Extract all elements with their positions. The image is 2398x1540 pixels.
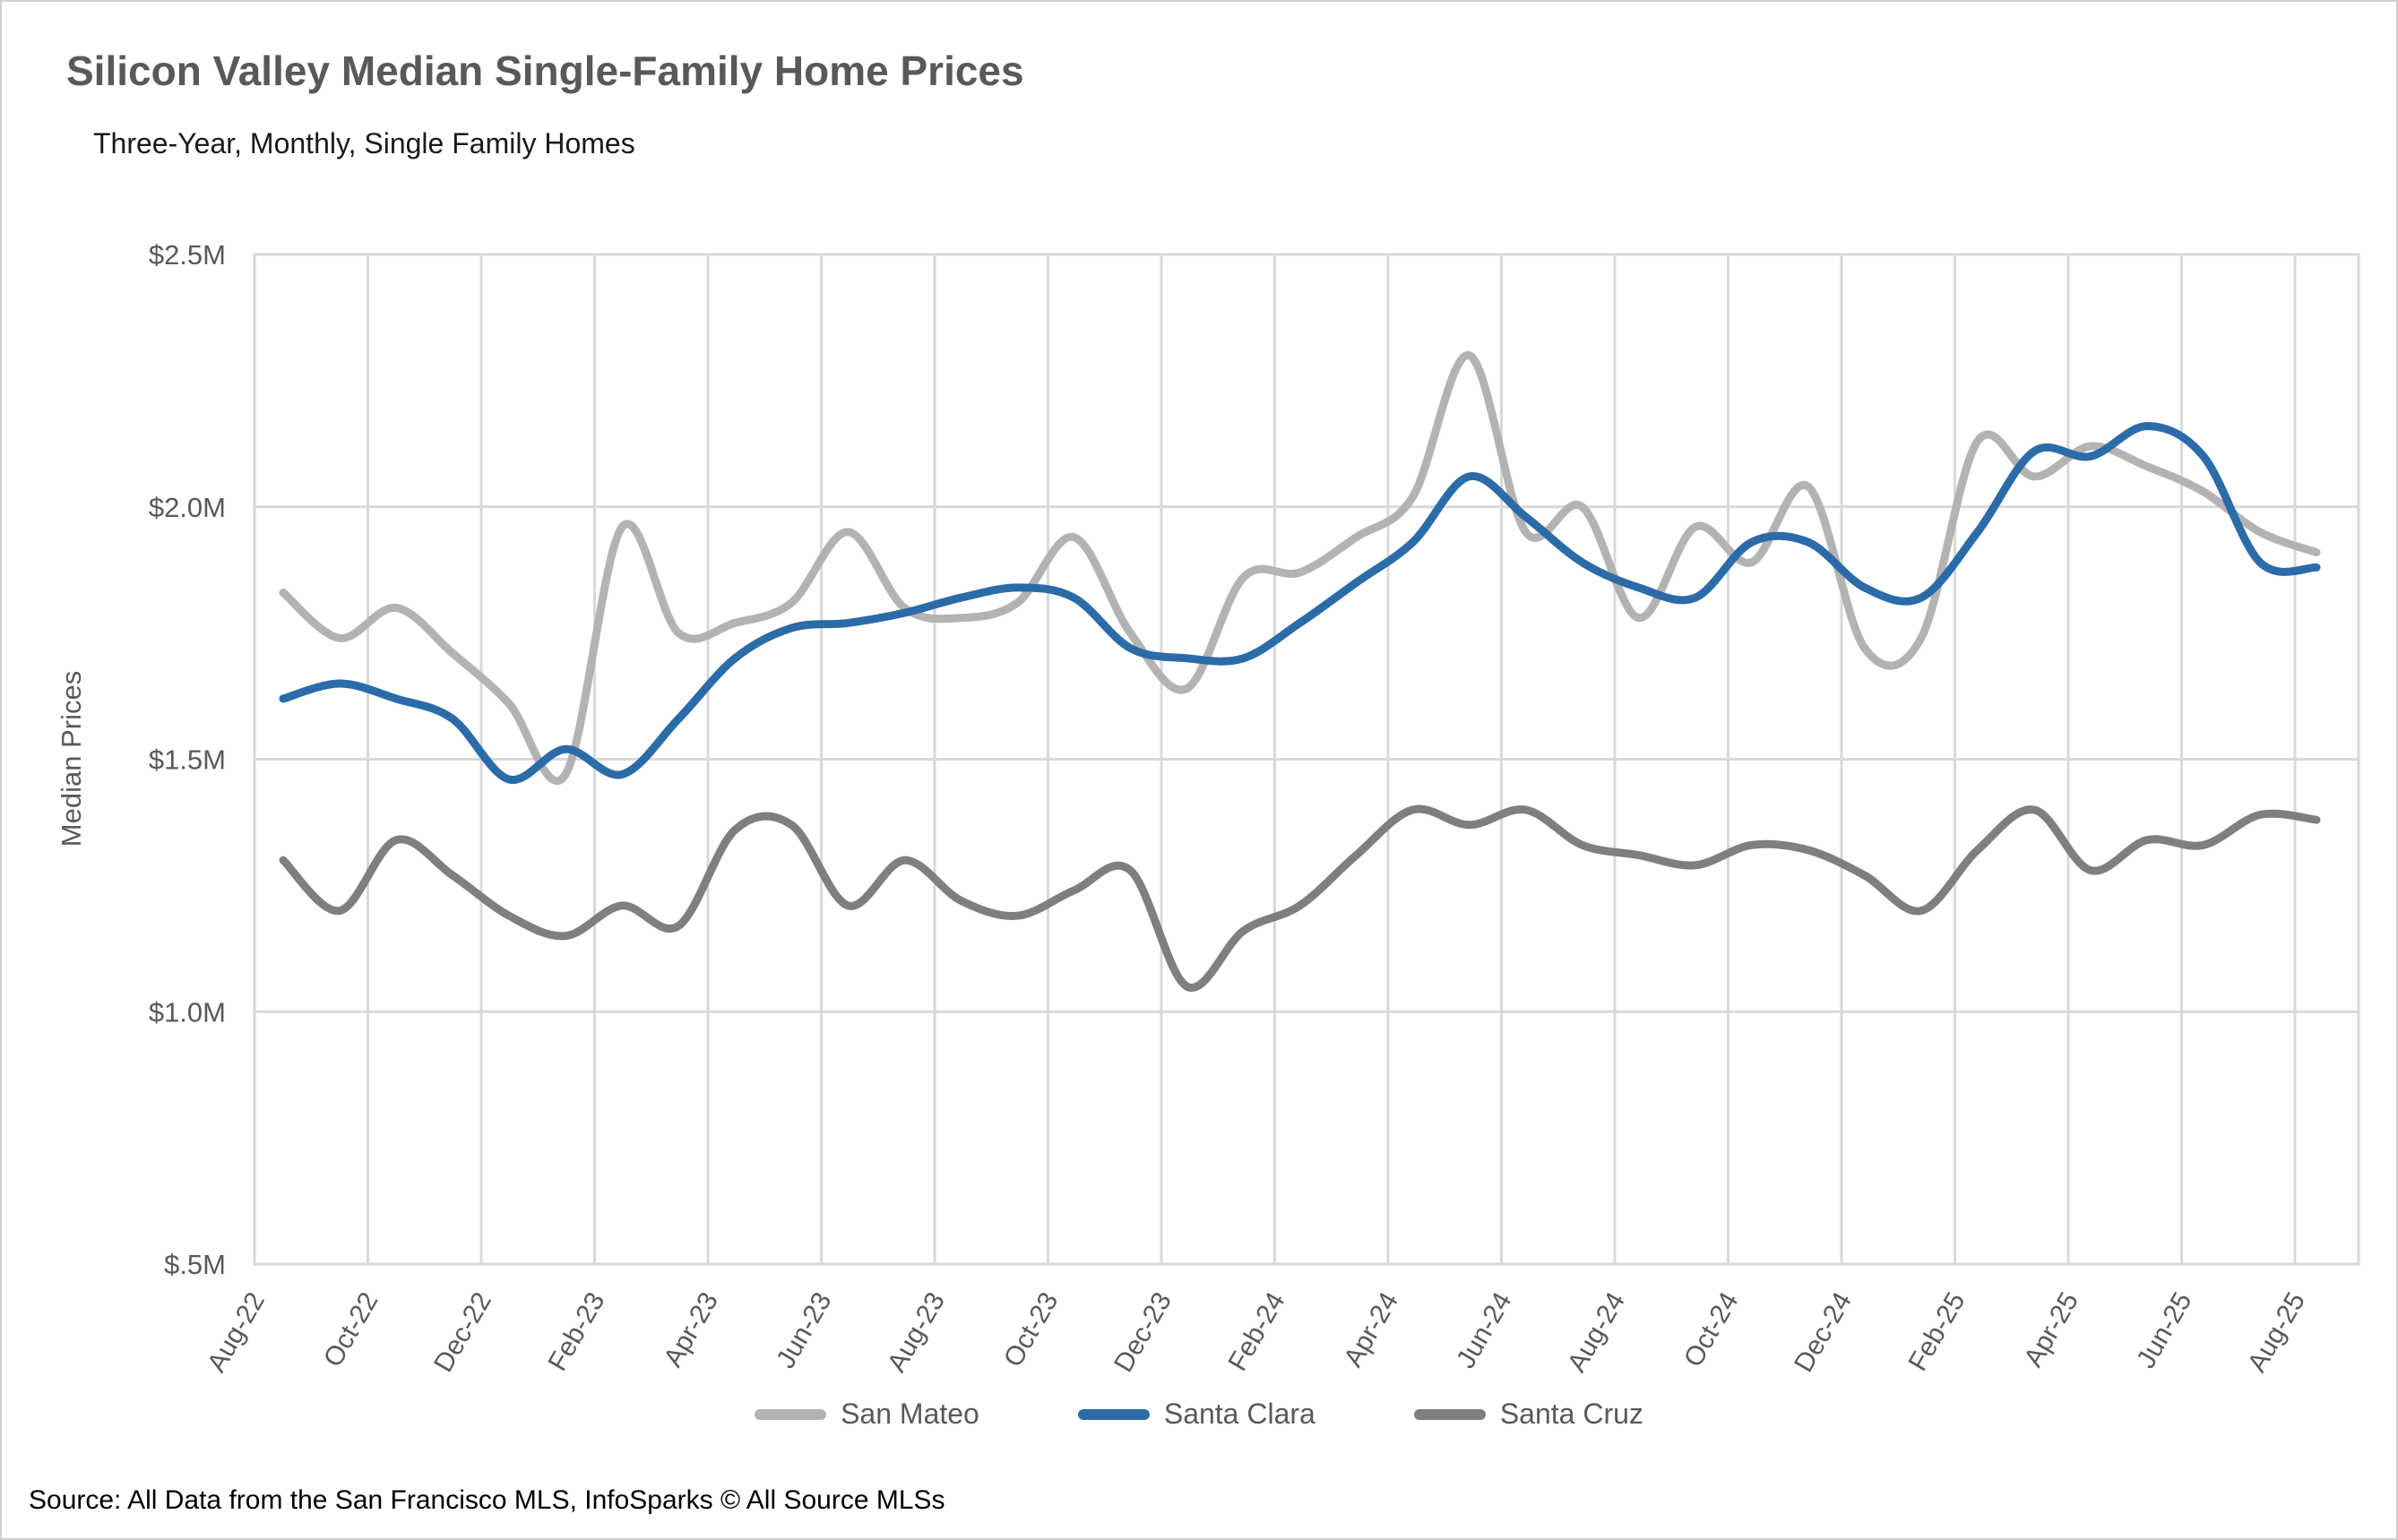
legend-label: San Mateo [841, 1398, 979, 1430]
x-tick-label: Apr-24 [1338, 1287, 1404, 1372]
page-title: Silicon Valley Median Single-Family Home… [66, 47, 1024, 94]
x-tick-label: Feb-24 [1222, 1287, 1290, 1376]
series-line-san-mateo [279, 351, 2321, 786]
series-line-santa-clara [279, 422, 2321, 784]
x-tick-label: Aug-22 [202, 1287, 271, 1377]
legend-swatch-icon [1077, 1408, 1150, 1420]
x-tick-label: Oct-23 [998, 1287, 1065, 1372]
x-tick-label: Apr-25 [2018, 1287, 2084, 1372]
x-tick-label: Aug-25 [2242, 1287, 2311, 1377]
chart-legend: San Mateo Santa Clara Santa Cruz [2, 1398, 2396, 1431]
legend-item-san-mateo: San Mateo [755, 1398, 979, 1431]
x-tick-label: Jun-24 [1451, 1287, 1517, 1373]
x-tick-label: Dec-22 [428, 1287, 497, 1377]
x-axis-labels: Aug-22 Oct-22 Dec-22 Feb-23 Apr-23 Jun-23 Aug-… [202, 1287, 2311, 1377]
legend-swatch-icon [1413, 1408, 1486, 1420]
x-tick-label: Jun-23 [771, 1287, 837, 1373]
legend-swatch-icon [755, 1408, 827, 1420]
x-tick-label: Jun-25 [2131, 1287, 2197, 1373]
x-tick-label: Oct-22 [318, 1287, 384, 1372]
x-tick-label: Aug-23 [882, 1287, 951, 1377]
x-tick-label: Feb-25 [1902, 1287, 1971, 1376]
legend-label: Santa Clara [1163, 1398, 1315, 1430]
source-text: Source: All Data from the San Francisco … [29, 1485, 945, 1515]
x-tick-label: Dec-23 [1108, 1287, 1177, 1377]
y-tick-label: $1.0M [149, 996, 226, 1028]
x-tick-label: Oct-24 [1678, 1287, 1745, 1372]
chart-subtitle: Three-Year, Monthly, Single Family Homes [93, 127, 635, 159]
legend-label: Santa Cruz [1499, 1398, 1643, 1430]
y-tick-label: $2.5M [149, 239, 226, 271]
legend-item-santa-clara: Santa Clara [1077, 1398, 1315, 1431]
y-tick-label: $1.5M [149, 744, 226, 776]
x-tick-label: Dec-24 [1789, 1287, 1858, 1377]
y-tick-label: $.5M [164, 1249, 226, 1280]
x-tick-label: Aug-24 [1562, 1287, 1631, 1377]
x-tick-label: Apr-23 [658, 1287, 724, 1372]
legend-item-santa-cruz: Santa Cruz [1413, 1398, 1643, 1431]
x-tick-label: Feb-23 [542, 1287, 610, 1376]
plot-border [253, 253, 2360, 1266]
y-axis-title: Median Prices [56, 671, 87, 847]
y-tick-label: $2.0M [149, 492, 226, 523]
series-line-santa-cruz [279, 804, 2321, 992]
y-axis-labels: $2.5M $2.0M $1.5M $1.0M $.5M [149, 239, 226, 1280]
